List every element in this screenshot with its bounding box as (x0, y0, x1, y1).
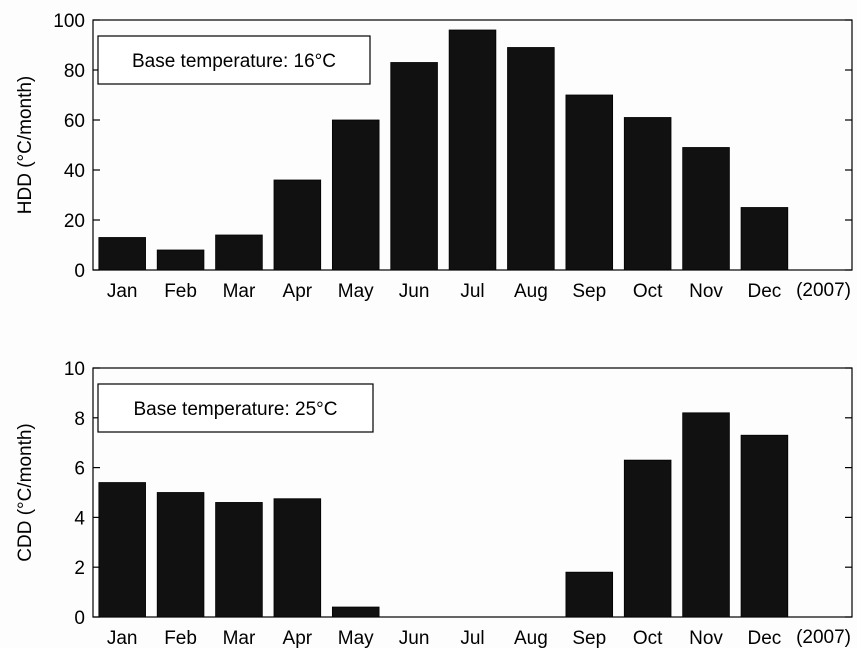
x-tick-label: Mar (223, 628, 256, 648)
bar-sep (565, 94, 614, 271)
y-tick-label: 0 (74, 261, 85, 282)
y-tick-label: 60 (64, 111, 85, 132)
x-tick-label: Jul (460, 628, 484, 648)
x-tick-label: Mar (223, 281, 256, 302)
bar-oct (623, 117, 672, 271)
y-tick-label: 10 (64, 359, 85, 380)
x-tick-label: Jan (107, 281, 138, 302)
y-tick-label: 8 (74, 409, 85, 430)
x-tick-label: May (338, 281, 374, 302)
cdd-chart-panel: Jan Feb Mar Apr May Jun Jul Aug Sep Oct Nov Dec (200… (15, 359, 853, 648)
bar-mar (215, 234, 263, 271)
bar-aug (507, 47, 555, 271)
bar-feb (156, 249, 205, 271)
x-tick-label: Sep (572, 628, 606, 648)
x-tick-label: Jun (399, 281, 430, 302)
x-tick-label: Dec (748, 281, 782, 302)
x-tick-label: Jul (460, 281, 484, 302)
y-tick-label: 6 (74, 459, 85, 480)
y-tick-label: 40 (64, 161, 85, 182)
x-tick-label: Aug (514, 281, 548, 302)
bar-nov (682, 147, 730, 271)
bar-oct (623, 459, 672, 618)
hdd-chart-panel: Jan Feb Mar Apr May Jun Jul Aug Sep Oct Nov Dec (200… (15, 11, 853, 302)
y-tick-label: 20 (64, 211, 85, 232)
bar-sep (565, 571, 614, 618)
y-tick-label: 0 (74, 608, 85, 629)
plot-frame (92, 367, 853, 618)
x-tick-label: Nov (689, 281, 723, 302)
bar-jun (390, 62, 438, 271)
x-tick-label: Sep (572, 281, 606, 302)
y-tick-label: 4 (74, 508, 85, 529)
x-tick-label: Apr (283, 628, 313, 648)
bar-jan (98, 237, 146, 271)
y-tick-label: 2 (74, 558, 85, 579)
x-tick-label: May (338, 628, 374, 648)
x-tick-label: Nov (689, 628, 723, 648)
y-tick-label: 100 (53, 11, 85, 32)
bar-jan (98, 482, 146, 618)
y-axis-label: CDD (°C/month) (15, 423, 36, 562)
annotation-box (97, 383, 374, 433)
x-tick-label: Feb (164, 628, 197, 648)
bar-apr (273, 498, 322, 618)
bar-mar (215, 502, 263, 618)
bar-may (331, 606, 380, 618)
bar-nov (682, 412, 730, 618)
annotation-text: Base temperature: 25°C (133, 399, 337, 420)
x-tick-label: Dec (748, 628, 782, 648)
x-tick-label: Aug (514, 628, 548, 648)
x-end-label: (2007) (796, 280, 851, 301)
x-tick-label: Oct (633, 628, 663, 648)
x-tick-label: Oct (633, 281, 663, 302)
x-tick-label: Apr (283, 281, 313, 302)
bar-may (331, 119, 380, 271)
y-axis-label: HDD (°C/month) (15, 76, 36, 215)
annotation-text: Base temperature: 16°C (132, 51, 336, 72)
bar-apr (273, 179, 322, 271)
bar-jul (448, 29, 497, 271)
x-tick-label: Jun (399, 628, 430, 648)
y-tick-label: 80 (64, 61, 85, 82)
annotation-box (97, 35, 371, 85)
x-tick-label: Jan (107, 628, 138, 648)
x-end-label: (2007) (796, 627, 851, 648)
bar-feb (156, 492, 205, 618)
bar-dec (740, 207, 789, 271)
bar-dec (740, 434, 789, 618)
x-tick-label: Feb (164, 281, 197, 302)
